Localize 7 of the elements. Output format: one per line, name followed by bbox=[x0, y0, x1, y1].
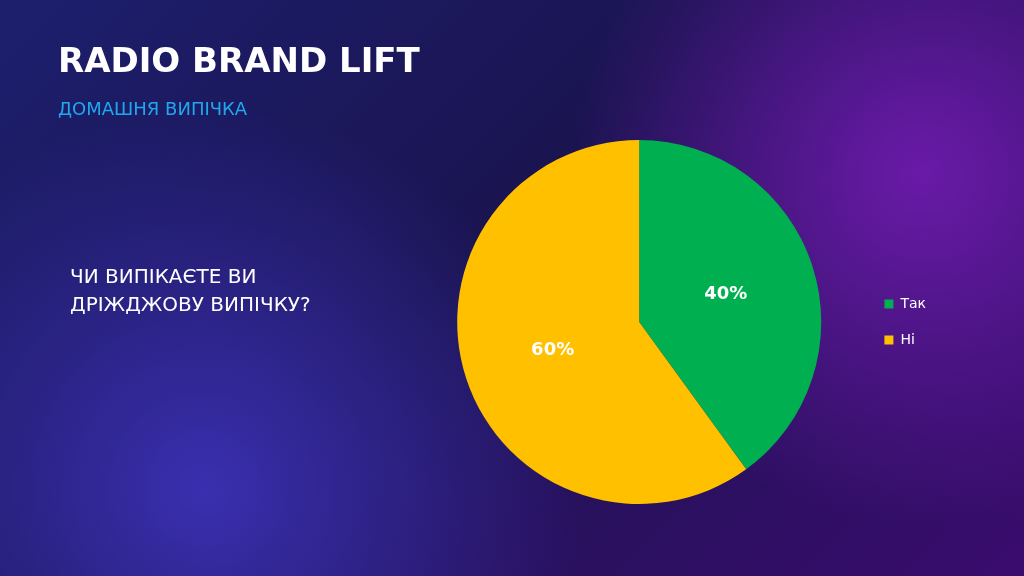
chart-title: RADIO BRAND LIFT bbox=[58, 40, 420, 80]
text: ЧИ ВИПІКАЄТЕ ВИ ДРІЖДЖОВУ ВИПІЧКУ? bbox=[70, 263, 312, 318]
data-label: 60% bbox=[531, 337, 575, 359]
legend-label: Ні bbox=[900, 330, 915, 347]
data-label: 40% bbox=[704, 281, 748, 303]
legend-label: Так bbox=[899, 294, 927, 311]
text: ДОМАШНЯ ВИПІЧКА bbox=[58, 98, 248, 119]
